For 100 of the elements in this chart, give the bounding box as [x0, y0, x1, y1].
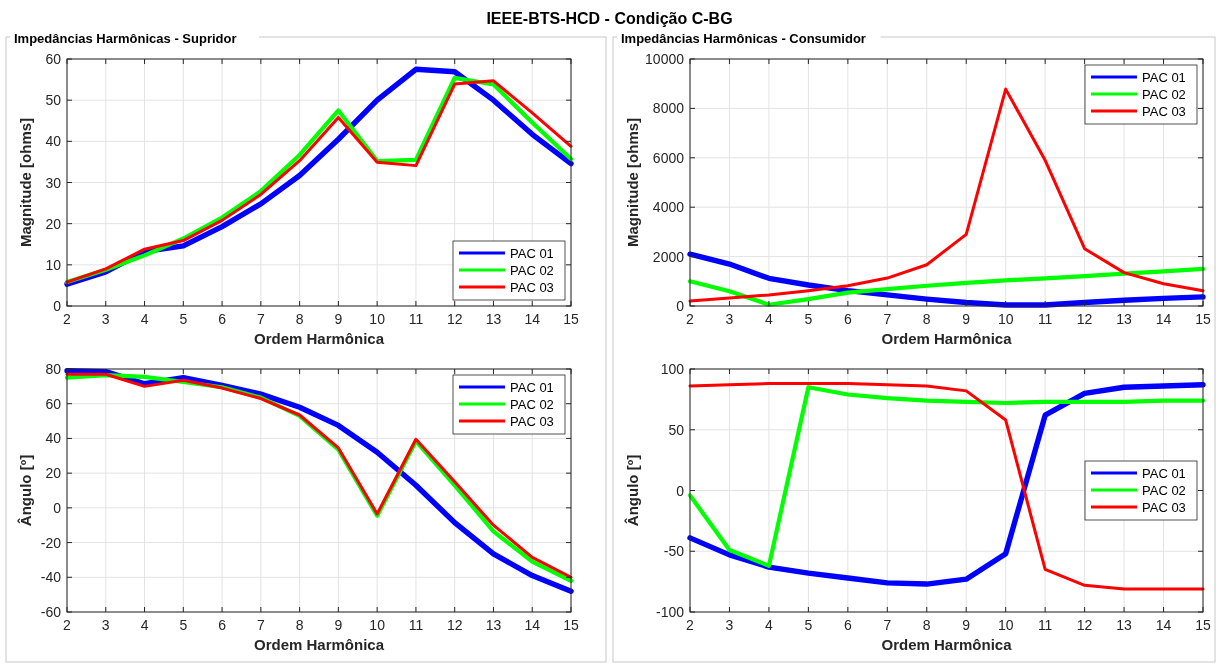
x-tick-label: 10 — [369, 311, 386, 327]
x-tick-label: 4 — [765, 617, 774, 633]
x-axis-title: Ordem Harmônica — [881, 330, 1013, 347]
x-tick-label: 8 — [922, 311, 931, 327]
x-tick-label: 8 — [922, 617, 931, 633]
y-axis-title: Ângulo [º] — [17, 454, 34, 527]
legend-label: PAC 03 — [1142, 500, 1186, 515]
x-tick-label: 15 — [1195, 617, 1211, 633]
y-tick-label: 0 — [676, 298, 685, 314]
y-tick-label: 60 — [45, 395, 62, 412]
x-tick-label: 2 — [686, 617, 695, 633]
x-tick-label: 14 — [524, 617, 541, 633]
y-tick-label: 0 — [53, 499, 62, 516]
x-tick-label: 2 — [63, 617, 72, 633]
y-tick-label: -60 — [40, 604, 62, 620]
chart-title: Impedâncias Harmônicas - Supridor — [14, 31, 237, 46]
y-tick-label: 2000 — [652, 248, 685, 265]
legend-label: PAC 01 — [510, 246, 554, 261]
x-tick-label: 3 — [101, 311, 110, 327]
x-axis-title: Ordem Harmônica — [253, 330, 385, 347]
x-tick-label: 7 — [883, 311, 892, 327]
x-tick-label: 8 — [295, 617, 304, 633]
y-tick-label: 8000 — [652, 100, 685, 117]
y-tick-label: 30 — [45, 174, 62, 191]
y-tick-label: -50 — [663, 543, 685, 560]
x-tick-label: 14 — [524, 311, 541, 327]
x-tick-label: 8 — [295, 311, 304, 327]
x-tick-label: 11 — [1037, 617, 1053, 633]
x-tick-label: 15 — [563, 311, 579, 327]
legend-label: PAC 02 — [1142, 87, 1186, 102]
y-tick-label: 0 — [676, 482, 685, 499]
x-tick-label: 6 — [218, 311, 227, 327]
x-tick-label: 15 — [563, 617, 579, 633]
text: IEEE-BTS-HCD - Condição C-BG — [486, 10, 733, 27]
y-tick-label: 50 — [45, 92, 62, 109]
x-tick-label: 7 — [256, 617, 265, 633]
y-tick-label: 0 — [53, 298, 62, 314]
x-tick-label: 4 — [140, 311, 149, 327]
x-tick-label: 14 — [1155, 617, 1172, 633]
legend-label: PAC 02 — [510, 397, 554, 412]
y-tick-label: -40 — [40, 569, 62, 586]
legend-label: PAC 03 — [510, 280, 554, 295]
legend-label: PAC 01 — [510, 380, 554, 395]
x-tick-label: 7 — [883, 617, 892, 633]
x-tick-label: 2 — [686, 311, 695, 327]
x-tick-label: 10 — [997, 617, 1014, 633]
legend-label: PAC 02 — [1142, 483, 1186, 498]
x-tick-label: 3 — [101, 617, 110, 633]
y-axis-title: Magnitude [ohms] — [17, 117, 34, 248]
y-tick-label: 4000 — [652, 199, 685, 216]
y-tick-label: 50 — [668, 421, 685, 438]
x-tick-label: 13 — [485, 311, 502, 327]
x-tick-label: 2 — [63, 311, 72, 327]
y-tick-label: 20 — [45, 465, 62, 482]
x-tick-label: 12 — [446, 617, 463, 633]
y-tick-label: 20 — [45, 215, 62, 232]
legend-label: PAC 03 — [1142, 104, 1186, 119]
x-tick-label: 4 — [765, 311, 774, 327]
x-tick-label: 5 — [804, 617, 813, 633]
y-tick-label: 10 — [45, 256, 62, 273]
y-tick-label: 10000 — [645, 51, 685, 67]
x-tick-label: 9 — [962, 617, 971, 633]
legend-label: PAC 01 — [1142, 466, 1186, 481]
x-tick-label: 5 — [179, 311, 188, 327]
x-tick-label: 3 — [725, 311, 734, 327]
x-tick-label: 11 — [1037, 311, 1053, 327]
x-tick-label: 4 — [140, 617, 149, 633]
x-tick-label: 12 — [1076, 617, 1093, 633]
x-tick-label: 9 — [962, 311, 971, 327]
y-tick-label: 60 — [45, 51, 62, 67]
x-tick-label: 12 — [446, 311, 463, 327]
y-axis-title: Magnitude [ohms] — [624, 117, 641, 248]
x-axis-title: Ordem Harmônica — [253, 636, 385, 653]
x-tick-label: 10 — [997, 311, 1014, 327]
x-tick-label: 6 — [843, 311, 852, 327]
x-tick-label: 6 — [843, 617, 852, 633]
x-tick-label: 13 — [1116, 617, 1133, 633]
chart-title: Impedâncias Harmônicas - Consumidor — [621, 31, 866, 46]
y-tick-label: 6000 — [652, 149, 685, 166]
legend-label: PAC 02 — [510, 263, 554, 278]
y-axis-title: Ângulo [º] — [624, 454, 641, 527]
y-tick-label: -20 — [40, 534, 62, 551]
x-tick-label: 9 — [334, 617, 343, 633]
y-tick-label: 100 — [660, 361, 685, 377]
x-axis-title: Ordem Harmônica — [881, 636, 1013, 653]
legend-label: PAC 01 — [1142, 70, 1186, 85]
x-tick-label: 10 — [369, 617, 386, 633]
x-tick-label: 5 — [179, 617, 188, 633]
x-tick-label: 13 — [485, 617, 502, 633]
x-tick-label: 11 — [408, 617, 424, 633]
x-tick-label: 13 — [1116, 311, 1133, 327]
y-tick-label: -100 — [655, 604, 685, 620]
x-tick-label: 7 — [256, 311, 265, 327]
x-tick-label: 5 — [804, 311, 813, 327]
x-tick-label: 3 — [725, 617, 734, 633]
x-tick-label: 11 — [408, 311, 424, 327]
y-tick-label: 40 — [45, 133, 62, 150]
legend-label: PAC 03 — [510, 414, 554, 429]
y-tick-label: 80 — [45, 361, 62, 377]
x-tick-label: 15 — [1195, 311, 1211, 327]
